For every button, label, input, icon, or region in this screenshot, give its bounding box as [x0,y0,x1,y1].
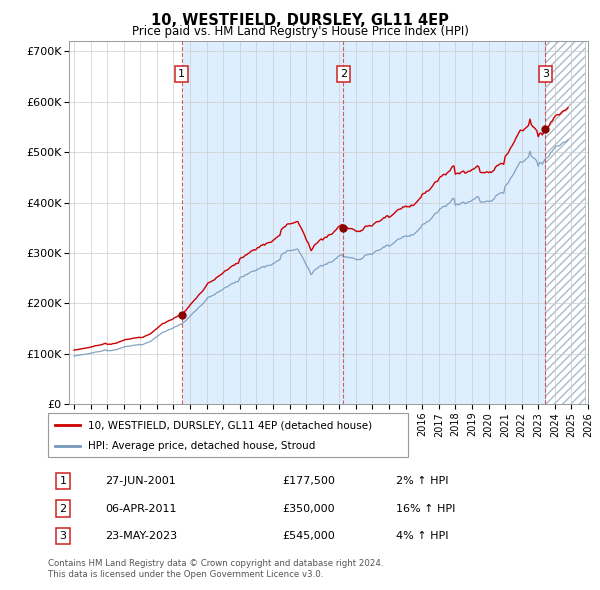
Text: 4% ↑ HPI: 4% ↑ HPI [396,532,449,541]
Text: Price paid vs. HM Land Registry's House Price Index (HPI): Price paid vs. HM Land Registry's House … [131,25,469,38]
Text: 06-APR-2011: 06-APR-2011 [105,504,176,513]
Bar [545,41,584,404]
Text: 2: 2 [340,69,347,79]
Text: 16% ↑ HPI: 16% ↑ HPI [396,504,455,513]
Text: £350,000: £350,000 [282,504,335,513]
Text: 2% ↑ HPI: 2% ↑ HPI [396,476,449,486]
Text: 10, WESTFIELD, DURSLEY, GL11 4EP (detached house): 10, WESTFIELD, DURSLEY, GL11 4EP (detach… [88,421,372,430]
Text: Contains HM Land Registry data © Crown copyright and database right 2024.: Contains HM Land Registry data © Crown c… [48,559,383,568]
Text: £177,500: £177,500 [282,476,335,486]
Text: 2: 2 [59,504,67,513]
Text: 1: 1 [59,476,67,486]
FancyBboxPatch shape [48,413,408,457]
Text: 27-JUN-2001: 27-JUN-2001 [105,476,176,486]
Text: 10, WESTFIELD, DURSLEY, GL11 4EP: 10, WESTFIELD, DURSLEY, GL11 4EP [151,13,449,28]
Bar [69,41,182,404]
Text: 1: 1 [178,69,185,79]
Text: HPI: Average price, detached house, Stroud: HPI: Average price, detached house, Stro… [88,441,315,451]
Text: This data is licensed under the Open Government Licence v3.0.: This data is licensed under the Open Gov… [48,571,323,579]
Text: 23-MAY-2023: 23-MAY-2023 [105,532,177,541]
Text: 3: 3 [59,532,67,541]
Bar [182,41,545,404]
Text: 3: 3 [542,69,549,79]
Text: £545,000: £545,000 [282,532,335,541]
Bar [545,41,584,404]
